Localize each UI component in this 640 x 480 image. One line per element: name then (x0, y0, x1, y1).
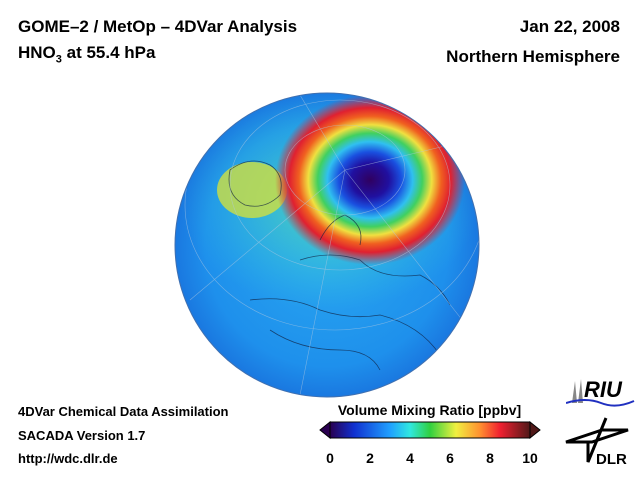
colorbar-label: Volume Mixing Ratio [ppbv] (337, 402, 522, 418)
graticule (184, 93, 479, 396)
colorbar-min-arrow (319, 420, 331, 440)
colorbar-max-arrow (529, 420, 541, 440)
colorbar-tick: 10 (522, 450, 538, 466)
coastlines (228, 160, 451, 371)
colorbar-gradient (329, 421, 531, 439)
dlr-logo: DLR (565, 417, 629, 468)
colorbar-tick: 4 (406, 450, 414, 466)
colorbar (319, 420, 541, 440)
footer-line2: SACADA Version 1.7 (18, 428, 146, 443)
pressure-level: at 55.4 hPa (61, 43, 156, 62)
anomaly-west (217, 162, 287, 218)
species: HNO (18, 43, 56, 62)
colorbar-tick: 6 (446, 450, 454, 466)
svg-text:DLR: DLR (596, 451, 627, 468)
polar-vortex (275, 95, 465, 265)
colorbar-tick: 0 (326, 450, 334, 466)
svg-text:RIU: RIU (584, 377, 623, 402)
footer-url[interactable]: http://wdc.dlr.de (18, 451, 118, 466)
species-subscript: 3 (55, 53, 62, 66)
footer-line1: 4DVar Chemical Data Assimilation (18, 404, 229, 419)
colorbar-tick: 8 (486, 450, 494, 466)
date-label: Jan 22, 2008 (519, 17, 620, 36)
region-label: Northern Hemisphere (446, 47, 620, 66)
species-level: HNO3 at 55.4 hPa (18, 43, 155, 65)
colorbar-tick: 2 (366, 450, 374, 466)
plot-title: GOME–2 / MetOp – 4DVar Analysis (18, 17, 298, 36)
riu-logo: RIU (566, 377, 635, 407)
